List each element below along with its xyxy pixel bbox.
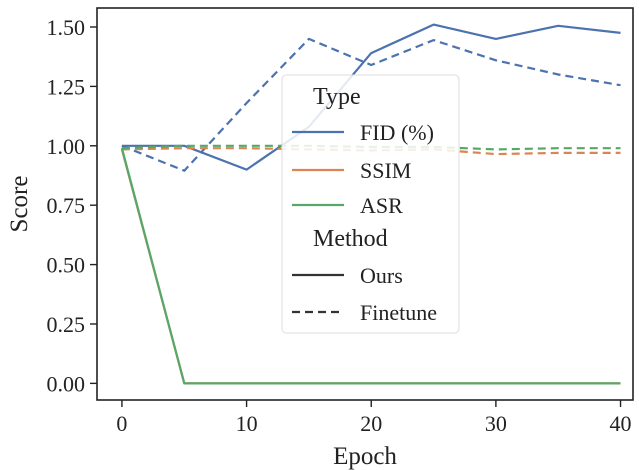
x-tick-label: 20 — [360, 411, 382, 436]
y-tick-label: 0.00 — [47, 371, 86, 396]
legend-box — [281, 74, 460, 334]
y-tick-label: 1.50 — [47, 15, 86, 40]
x-tick-label: 0 — [116, 411, 127, 436]
series-line-fid-ours — [121, 23, 621, 171]
plot-frame — [96, 7, 634, 401]
y-tick-label: 0.75 — [47, 193, 86, 218]
x-tick-label: 10 — [236, 411, 258, 436]
y-tick-label: 0.50 — [47, 253, 86, 278]
legend-type-heading: Type — [313, 84, 361, 110]
y-tick-label: 1.00 — [47, 134, 86, 159]
y-tick-label: 0.25 — [47, 312, 86, 337]
legend-label: FID (%) — [360, 120, 434, 145]
x-tick-label: 40 — [610, 411, 632, 436]
x-axis-title: Epoch — [333, 443, 397, 470]
legend-label: Ours — [360, 263, 403, 288]
x-axis: 0 10 20 30 40 — [116, 400, 632, 436]
series-line-asr-ours — [120, 147, 621, 385]
legend-label: Finetune — [360, 300, 437, 325]
y-axis: 0.00 0.25 0.50 0.75 1.00 1.25 1.50 — [47, 15, 97, 396]
legend: Type Method FID (%) SSIM ASR Ours Finetune — [281, 74, 460, 334]
legend-label: SSIM — [360, 158, 411, 183]
legend-entries: FID (%) SSIM ASR Ours Finetune — [292, 120, 437, 325]
legend-label: ASR — [360, 193, 403, 218]
y-axis-title: Score — [6, 176, 33, 233]
x-tick-label: 30 — [485, 411, 507, 436]
legend-method-heading: Method — [313, 226, 388, 252]
y-tick-label: 1.25 — [47, 74, 86, 99]
